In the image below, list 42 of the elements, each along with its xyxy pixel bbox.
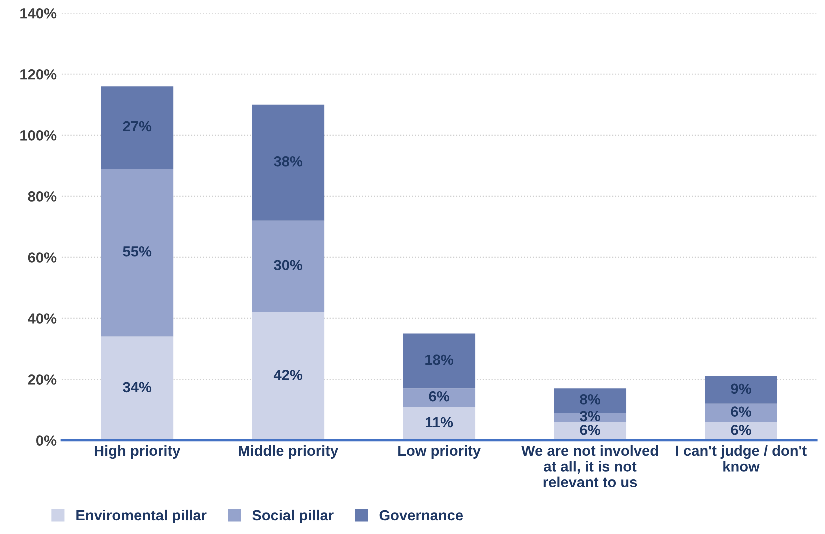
data-label: 6%	[580, 424, 600, 436]
data-label: 38%	[274, 156, 303, 167]
y-tick-label: 100%	[20, 130, 57, 141]
y-tick-label: 0%	[36, 436, 57, 446]
data-label: 6%	[731, 406, 752, 417]
data-label: 9%	[731, 384, 752, 394]
y-tick-label: 120%	[20, 69, 57, 80]
data-label: 11%	[426, 417, 454, 428]
legend-label: Social pillar	[252, 510, 334, 524]
bar	[403, 406, 476, 441]
bar	[252, 312, 325, 441]
legend-label: Governance	[380, 510, 464, 521]
data-label: 30%	[274, 260, 303, 271]
bar	[101, 336, 174, 441]
x-tick-label: Low priority	[398, 445, 481, 460]
x-tick-label: I can't judge / don't know	[676, 445, 807, 472]
data-label: 6%	[429, 391, 450, 402]
bar	[705, 404, 778, 422]
legend-label: Enviromental pillar	[76, 510, 207, 524]
data-label: 18%	[426, 354, 454, 366]
bar	[101, 86, 174, 169]
x-tick-label: Middle priority	[239, 445, 338, 460]
y-tick-label: 20%	[28, 374, 57, 385]
data-label: 27%	[123, 121, 152, 132]
data-label: 8%	[580, 394, 600, 405]
x-tick-label: High priority	[94, 445, 181, 460]
bar	[705, 376, 778, 404]
y-tick-label: 60%	[28, 252, 57, 263]
bar	[403, 388, 476, 407]
data-label: 42%	[274, 370, 303, 380]
bar	[252, 104, 325, 221]
y-tick-label: 40%	[28, 314, 57, 324]
y-tick-label: 140%	[20, 8, 57, 19]
bar	[252, 220, 325, 312]
bar	[101, 168, 174, 337]
bar	[403, 334, 476, 389]
y-tick-label: 80%	[28, 192, 57, 202]
data-label: 55%	[123, 246, 152, 257]
data-label: 3%	[580, 411, 600, 422]
data-label: 6%	[731, 424, 752, 436]
x-tick-label: We are not involved at all, it is not relevant to us	[522, 445, 658, 488]
data-label: 34%	[123, 382, 152, 393]
